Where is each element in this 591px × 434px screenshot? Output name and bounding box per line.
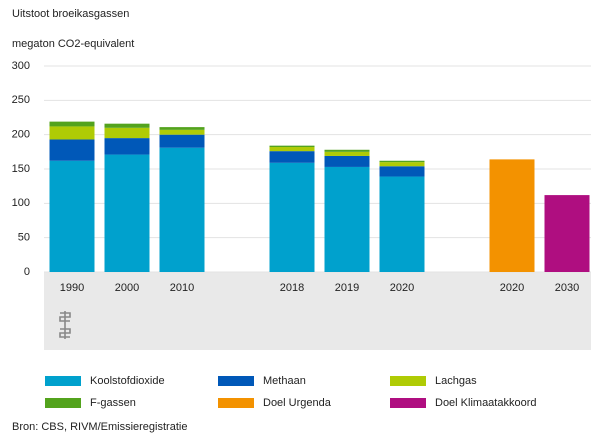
- y-tick-label: 50: [18, 232, 30, 244]
- chart-subtitle: megaton CO2-equivalent: [12, 38, 134, 50]
- bar-segment: [489, 159, 535, 272]
- axis-band: [44, 272, 591, 350]
- bar-segment: [104, 127, 150, 139]
- y-tick-label: 300: [12, 60, 30, 72]
- bar-segment: [379, 160, 425, 163]
- bar-segment: [324, 166, 370, 272]
- legend-label: Doel Klimaatakkoord: [435, 397, 537, 409]
- x-tick-label: 2018: [280, 282, 304, 294]
- bar-segment: [159, 147, 205, 272]
- legend-swatch: [45, 398, 81, 408]
- x-tick-label: 2019: [335, 282, 359, 294]
- bar-segment: [49, 121, 95, 127]
- y-tick-label: 0: [24, 266, 30, 278]
- legend-label: Lachgas: [435, 375, 477, 387]
- bar-segment: [104, 138, 150, 155]
- bar-segment: [104, 154, 150, 272]
- y-tick-label: 150: [12, 163, 30, 175]
- x-tick-label: 2010: [170, 282, 194, 294]
- y-tick-label: 100: [12, 197, 30, 209]
- bar-segment: [269, 151, 315, 163]
- bar-segment: [159, 129, 205, 135]
- x-tick-label: 2020: [500, 282, 524, 294]
- x-tick-label: 1990: [60, 282, 84, 294]
- y-tick-label: 200: [12, 129, 30, 141]
- bar-segment: [324, 155, 370, 167]
- bar-segment: [269, 147, 315, 152]
- bar-segment: [324, 151, 370, 156]
- legend-swatch: [45, 376, 81, 386]
- logo: [59, 311, 71, 339]
- legend-swatch: [390, 376, 426, 386]
- bar-segment: [49, 139, 95, 161]
- bar-segment: [104, 123, 150, 128]
- chart-title: Uitstoot broeikasgassen: [12, 8, 129, 20]
- legend-swatch: [218, 376, 254, 386]
- y-tick-label: 250: [12, 94, 30, 106]
- x-tick-label: 2020: [390, 282, 414, 294]
- bar-segment: [269, 162, 315, 272]
- bar-segment: [159, 127, 205, 130]
- bar-segment: [159, 134, 205, 148]
- x-tick-label: 2000: [115, 282, 139, 294]
- bar-segment: [379, 166, 425, 177]
- legend-label: Methaan: [263, 375, 306, 387]
- legend-swatch: [218, 398, 254, 408]
- x-tick-label: 2030: [555, 282, 579, 294]
- bar-segment: [379, 176, 425, 272]
- bar-segment: [49, 160, 95, 272]
- legend-label: Koolstofdioxide: [90, 375, 165, 387]
- bar-segment: [269, 145, 315, 148]
- bar-segment: [379, 162, 425, 167]
- source: Bron: CBS, RIVM/Emissieregistratie: [12, 421, 187, 433]
- legend-swatch: [390, 398, 426, 408]
- legend-label: F-gassen: [90, 397, 136, 409]
- bar-segment: [49, 126, 95, 140]
- legend-label: Doel Urgenda: [263, 397, 332, 409]
- bar-segment: [544, 195, 590, 272]
- bar-segment: [324, 149, 370, 152]
